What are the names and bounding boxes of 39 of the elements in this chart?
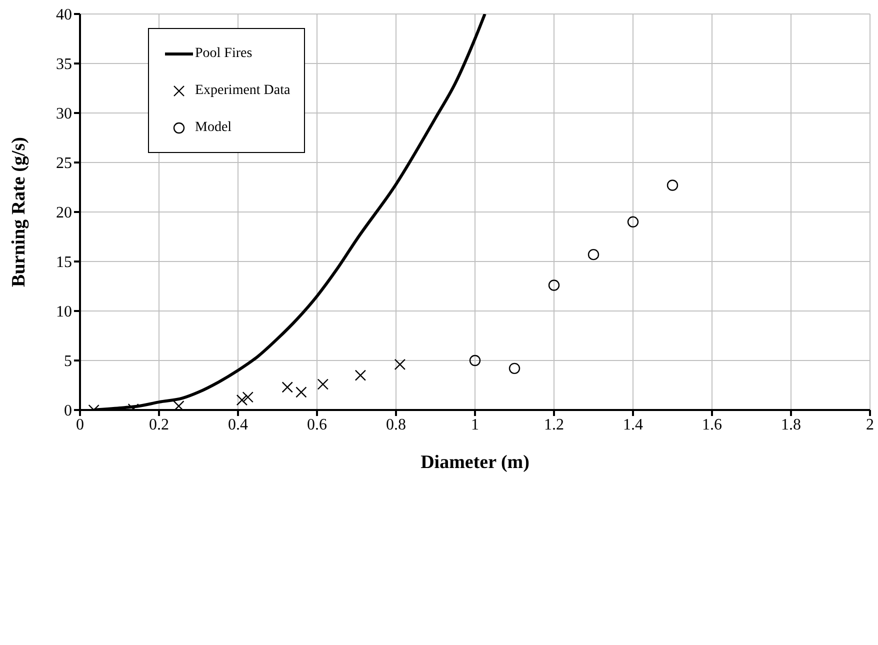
- y-tick-label: 25: [56, 155, 72, 172]
- point: [317, 378, 329, 390]
- point: [627, 216, 639, 228]
- point: [548, 280, 560, 291]
- legend-label: Experiment Data: [195, 82, 290, 98]
- point: [173, 400, 184, 410]
- y-tick-label: 40: [56, 6, 72, 24]
- point: [296, 386, 307, 398]
- y-tick-label: 0: [64, 402, 72, 420]
- x-tick-label: 0: [76, 416, 84, 434]
- x-tick-label: 0.8: [386, 416, 406, 434]
- x-tick-label: 0.6: [307, 416, 327, 434]
- x-tick-label: 1: [471, 416, 479, 434]
- point: [508, 362, 520, 374]
- y-axis-title: Burning Rate (g/s): [8, 137, 30, 287]
- y-tick-label: 5: [64, 353, 72, 370]
- y-tick-label: 10: [56, 304, 72, 321]
- point: [588, 248, 600, 260]
- x-tick-label: 1.4: [623, 416, 643, 434]
- y-tick-label: 30: [56, 106, 72, 123]
- x-tick-label: 1.2: [544, 416, 564, 434]
- x-axis-title: Diameter (m): [420, 452, 530, 473]
- x-tick-label: 1.8: [781, 416, 801, 434]
- point: [394, 358, 406, 370]
- x-tick-label: 0.4: [228, 416, 248, 434]
- x-tick-label: 1.6: [702, 416, 722, 434]
- y-tick-label: 15: [56, 254, 72, 272]
- point: [282, 382, 293, 393]
- legend-label: Model: [195, 120, 232, 136]
- point: [236, 394, 248, 406]
- point: [242, 392, 254, 403]
- legend-label: Pool Fires: [195, 46, 252, 62]
- point: [354, 370, 366, 381]
- x-tick-label: 0.2: [149, 416, 169, 434]
- point: [666, 180, 678, 191]
- point: [469, 354, 481, 366]
- y-tick-label: 20: [56, 204, 72, 222]
- y-tick-label: 35: [56, 56, 72, 74]
- x-tick-label: 2: [866, 416, 874, 434]
